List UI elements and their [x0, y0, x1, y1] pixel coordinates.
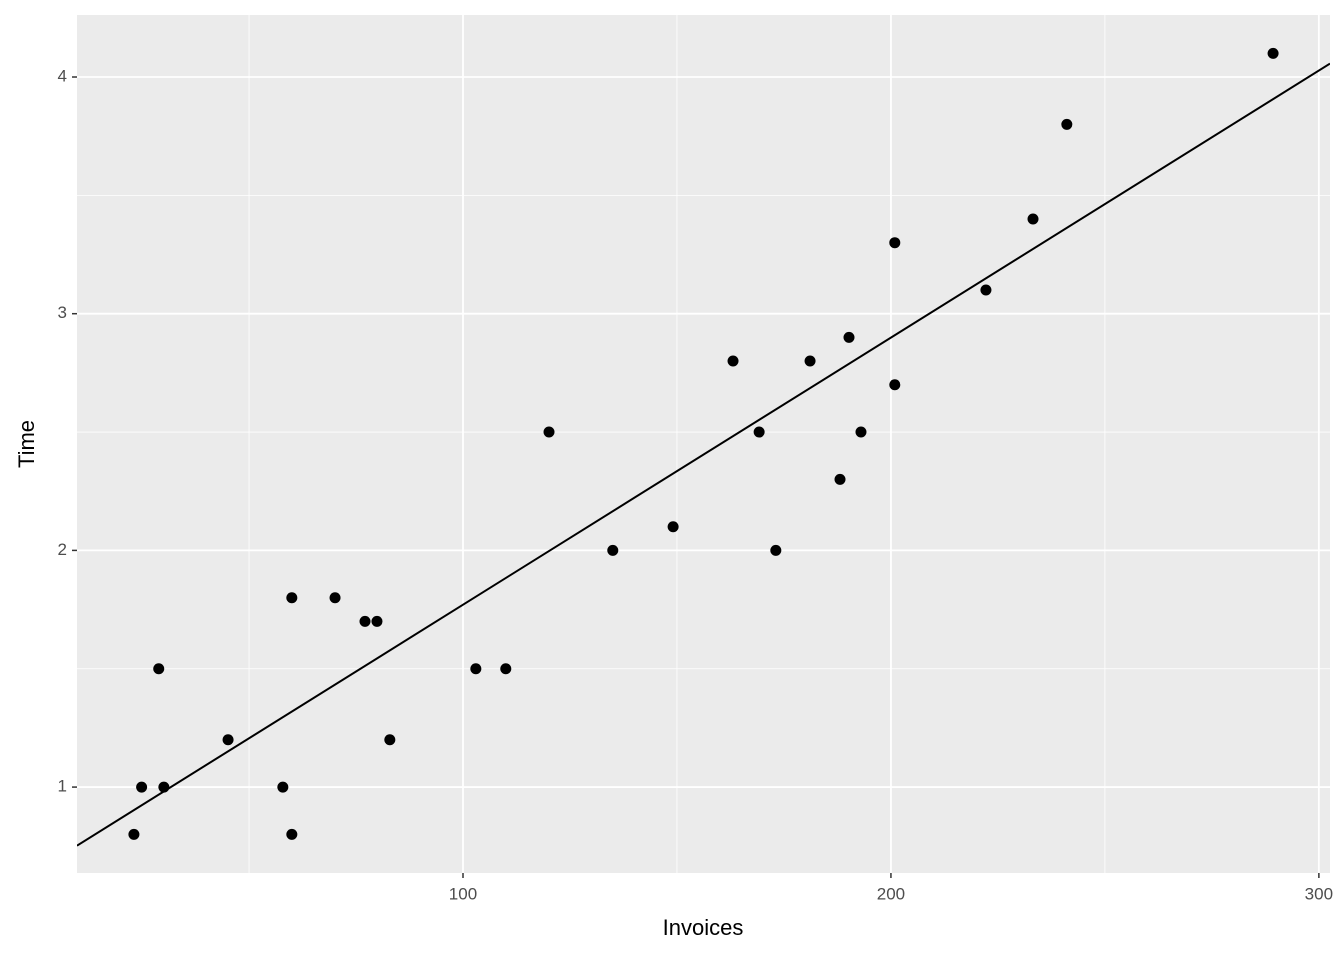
point — [136, 781, 148, 793]
point — [834, 473, 846, 485]
point — [727, 355, 739, 367]
point — [277, 781, 289, 793]
y-tick-label: 3 — [58, 303, 67, 322]
point — [153, 663, 165, 675]
point — [1267, 47, 1279, 59]
point — [1061, 118, 1073, 130]
y-tick-label: 1 — [58, 777, 67, 796]
y-tick-label: 4 — [58, 66, 67, 85]
x-tick-label: 100 — [449, 884, 477, 903]
point — [470, 663, 482, 675]
point — [359, 615, 371, 627]
y-axis-title: Time — [14, 420, 39, 468]
regression-line — [77, 62, 1330, 847]
point — [667, 521, 679, 533]
point — [371, 615, 383, 627]
point — [889, 379, 901, 391]
y-tick-label: 2 — [58, 540, 67, 559]
point — [286, 828, 298, 840]
x-tick-label: 200 — [877, 884, 905, 903]
point — [843, 331, 855, 343]
point — [753, 426, 765, 438]
point — [855, 426, 867, 438]
point — [128, 828, 140, 840]
point — [329, 592, 341, 604]
panel-background — [77, 15, 1330, 873]
point — [286, 592, 298, 604]
x-tick-label: 300 — [1305, 884, 1333, 903]
point — [1027, 213, 1039, 225]
point — [607, 544, 619, 556]
point — [500, 663, 512, 675]
point — [889, 237, 901, 249]
point — [543, 426, 555, 438]
point — [384, 734, 396, 746]
x-axis-title: Invoices — [663, 915, 744, 940]
point — [222, 734, 234, 746]
point — [804, 355, 816, 367]
point — [980, 284, 992, 296]
point — [770, 544, 782, 556]
